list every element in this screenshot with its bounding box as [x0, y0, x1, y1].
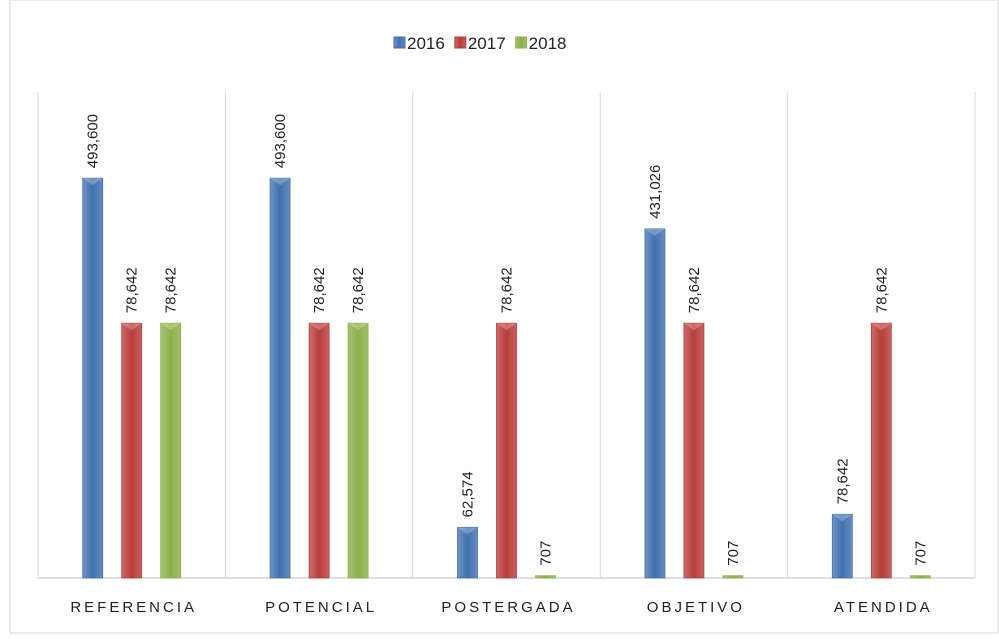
bar-group	[308, 322, 330, 579]
data-label: 78,642	[499, 267, 516, 313]
data-label: 78,642	[873, 267, 890, 313]
bar-bevel	[348, 323, 369, 331]
data-label: 431,026	[647, 165, 664, 219]
bar-group	[722, 575, 744, 579]
bar-bevel	[496, 323, 517, 331]
bar-bevel	[871, 323, 892, 331]
bar-bevel	[160, 323, 181, 331]
bar-bevel	[644, 228, 665, 236]
bar-group	[160, 322, 182, 579]
data-label: 493,600	[272, 114, 289, 168]
bar-group	[683, 322, 705, 579]
bar-bevel	[121, 323, 142, 331]
bar	[457, 526, 478, 579]
bar	[82, 177, 104, 579]
x-tick-label: POTENCIAL	[265, 599, 377, 616]
data-label: 62,574	[460, 471, 477, 517]
bar	[535, 575, 556, 579]
data-label: 78,642	[311, 267, 328, 313]
x-tick-label: POSTERGADA	[441, 599, 575, 616]
legend-swatch	[454, 36, 467, 49]
bar	[121, 322, 143, 579]
bar-bevel	[457, 527, 478, 535]
bar	[831, 513, 853, 579]
bar	[308, 322, 330, 579]
x-tick-label: ATENDIDA	[834, 599, 933, 616]
bar	[722, 575, 744, 579]
bar	[160, 322, 182, 579]
bar-bevel	[309, 323, 330, 331]
bar-group	[831, 513, 853, 579]
data-label: 707	[725, 541, 742, 566]
x-tick-label: OBJETIVO	[647, 599, 745, 616]
bar-bevel	[270, 178, 291, 186]
data-label: 707	[912, 541, 929, 566]
legend-label: 2018	[529, 34, 567, 53]
legend-label: 2016	[407, 34, 445, 53]
bar-group	[870, 322, 892, 579]
bar	[347, 322, 369, 579]
bar-group	[535, 575, 556, 579]
legend-swatch	[515, 36, 528, 49]
data-label: 78,642	[350, 267, 367, 313]
bar-group	[457, 526, 478, 579]
bar	[644, 228, 666, 579]
bar-group	[121, 322, 143, 579]
bar	[870, 322, 892, 579]
x-tick-label: REFERENCIA	[70, 599, 197, 616]
bar-group	[82, 177, 104, 579]
bar	[269, 177, 291, 579]
bar	[683, 322, 705, 579]
bar	[909, 575, 931, 579]
bar-bevel	[82, 178, 103, 186]
bar	[496, 322, 517, 579]
bar-bevel	[832, 514, 853, 522]
bar-group	[347, 322, 369, 579]
data-label: 78,642	[686, 267, 703, 313]
bar-group	[909, 575, 931, 579]
data-label: 78,642	[124, 267, 141, 313]
data-label: 78,642	[163, 267, 180, 313]
data-label: 707	[538, 541, 555, 566]
bar-group	[496, 322, 517, 579]
bar-bevel	[683, 323, 704, 331]
bar-group	[269, 177, 291, 579]
legend-swatch	[393, 36, 406, 49]
bar-group	[644, 228, 666, 579]
legend-label: 2017	[468, 34, 506, 53]
data-label: 493,600	[85, 114, 102, 168]
data-label: 78,642	[834, 458, 851, 504]
